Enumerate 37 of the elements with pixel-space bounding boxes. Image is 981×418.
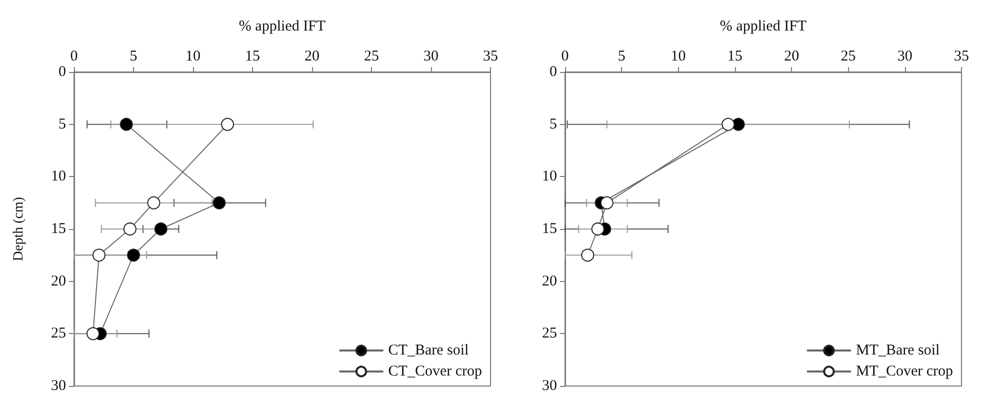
y-tick-label: 20 — [51, 273, 66, 290]
y-tick-label: 0 — [549, 64, 556, 80]
legend-label: MT_Cover crop — [855, 364, 952, 380]
y-tick-label: 30 — [542, 378, 556, 394]
x-tick-label: 10 — [186, 48, 200, 64]
y-tick-label: 5 — [549, 116, 556, 132]
x-tick-label: 0 — [70, 48, 78, 64]
legend-label: CT_Bare soil — [388, 342, 469, 358]
x-axis-title: % applied IFT — [238, 18, 326, 34]
y-tick-label: 0 — [58, 64, 66, 80]
y-tick-label: 5 — [58, 116, 66, 132]
legend-label: CT_Cover crop — [388, 364, 482, 380]
y-tick-label: 20 — [542, 273, 556, 290]
x-tick-label: 20 — [304, 48, 320, 64]
x-tick-label: 35 — [483, 48, 498, 64]
x-tick-label: 35 — [954, 48, 968, 64]
x-tick-label: 30 — [896, 48, 912, 64]
x-tick-label: 0 — [560, 48, 568, 64]
x-tick-label: 25 — [364, 48, 379, 64]
y-tick-label: 25 — [51, 326, 66, 342]
x-tick-label: 5 — [130, 48, 138, 64]
x-tick-label: 15 — [245, 48, 260, 64]
y-tick-label: 15 — [51, 221, 66, 237]
x-tick-label: 5 — [617, 48, 625, 64]
y-tick-label: 10 — [51, 168, 66, 185]
x-axis-title: % applied IFT — [719, 18, 806, 34]
y-tick-label: 30 — [51, 378, 66, 394]
x-tick-label: 15 — [726, 48, 742, 64]
y-tick-label: 10 — [542, 168, 556, 185]
y-tick-label: 15 — [542, 221, 556, 237]
y-tick-label: 25 — [542, 326, 556, 342]
y-axis-title: Depth (cm) — [12, 196, 26, 262]
x-tick-label: 20 — [784, 48, 799, 64]
x-tick-label: 30 — [424, 48, 438, 64]
legend-label: MT_Bare soil — [855, 342, 940, 358]
x-tick-label: 25 — [840, 48, 856, 64]
x-tick-label: 10 — [670, 48, 686, 64]
